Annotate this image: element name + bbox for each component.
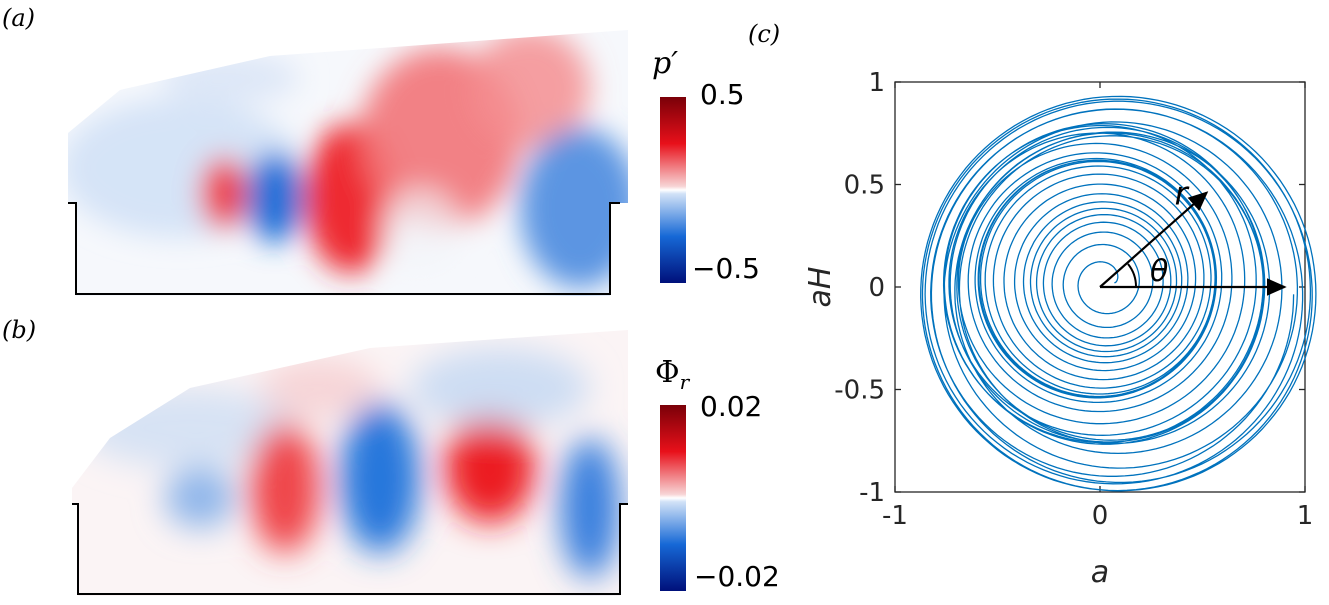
theta-label: θ bbox=[1150, 254, 1168, 289]
x-tick-label: -1 bbox=[882, 501, 908, 531]
y-tick-label: 0 bbox=[868, 273, 885, 303]
y-tick-label: -1 bbox=[859, 478, 885, 508]
annotations: rθ bbox=[1099, 175, 1287, 296]
panel-b-colorbar-title-text: Φr bbox=[655, 355, 690, 394]
panel-a-label: (a) bbox=[2, 4, 36, 32]
panel-a-colorbar bbox=[660, 97, 686, 283]
panel-b-colorbar-title: Φr bbox=[655, 355, 689, 394]
r-label: r bbox=[1175, 175, 1190, 213]
panel-b-colorbar-max: 0.02 bbox=[700, 390, 763, 423]
panel-b-label: (b) bbox=[2, 316, 37, 344]
panel-b-colorbar-min: −0.02 bbox=[694, 560, 780, 593]
y-tick-label: 0.5 bbox=[844, 171, 885, 201]
panel-b-field bbox=[72, 330, 628, 596]
x-axis-label: a bbox=[1091, 555, 1109, 590]
r-arrow bbox=[1099, 191, 1209, 288]
panel-b-colorbar bbox=[660, 405, 686, 591]
panel-a-colorbar-max: 0.5 bbox=[700, 78, 745, 111]
axes: -1 0 1 -1 -0.5 0 0.5 1 a aH bbox=[803, 68, 1313, 590]
x-tick-label: 1 bbox=[1297, 501, 1314, 531]
x-tick-label: 0 bbox=[1092, 501, 1109, 531]
y-tick-label: 1 bbox=[868, 68, 885, 98]
panel-a-field bbox=[68, 30, 628, 296]
theta-arc bbox=[1127, 263, 1138, 288]
panel-a-colorbar-title: p′ bbox=[652, 46, 679, 81]
trajectory-line bbox=[920, 95, 1317, 492]
y-tick-label: -0.5 bbox=[834, 376, 885, 406]
y-axis-label: aH bbox=[803, 267, 838, 308]
trajectory-group bbox=[920, 95, 1317, 492]
panel-a-colorbar-min: −0.5 bbox=[692, 252, 760, 285]
panel-c-label: (c) bbox=[748, 20, 781, 48]
